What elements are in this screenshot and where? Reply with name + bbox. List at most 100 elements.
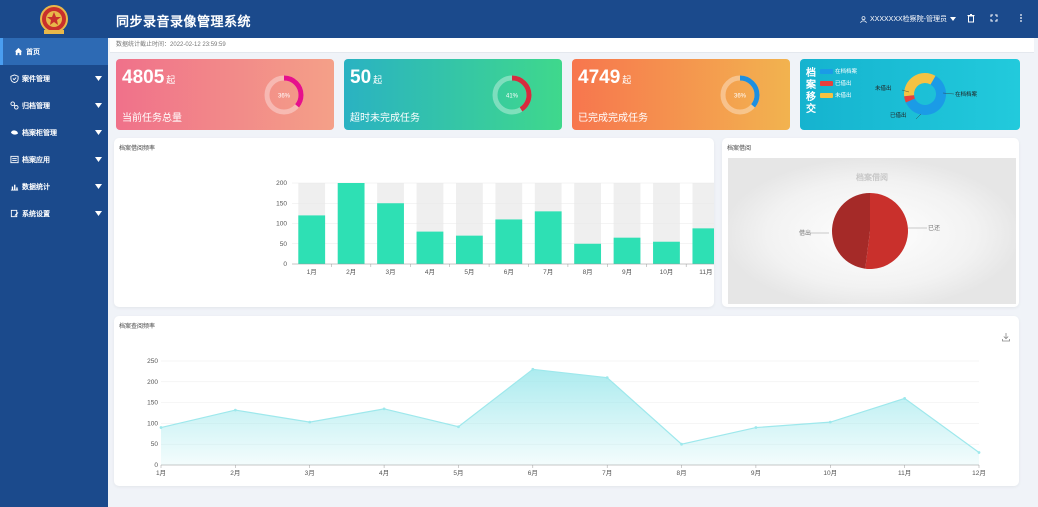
procuratorate-emblem-logo bbox=[40, 5, 68, 34]
transfer-donut-chart: 未借出 已借出 在档档案 bbox=[875, 73, 978, 120]
sidebar: 首页 案件管理 归档管理 档案柜管理 档案应用 数据统计 系统设置 bbox=[0, 38, 108, 507]
chevron-down-icon bbox=[95, 103, 102, 108]
fullscreen-icon[interactable] bbox=[988, 12, 1000, 24]
more-vertical-icon[interactable] bbox=[1015, 12, 1027, 24]
download-icon[interactable] bbox=[1001, 332, 1011, 342]
stat-label: 数据统计截止时间： bbox=[116, 42, 171, 48]
x-tick-label: 7月 bbox=[602, 469, 612, 477]
sidebar-item-cabinet-management[interactable]: 档案柜管理 bbox=[0, 119, 108, 146]
data-point bbox=[605, 376, 609, 380]
x-tick-label: 1月 bbox=[307, 268, 317, 276]
data-point bbox=[531, 367, 535, 371]
sidebar-item-archive-application[interactable]: 档案应用 bbox=[0, 146, 108, 173]
donut-arc bbox=[492, 75, 532, 115]
app-header: 同步录音录像管理系统 XXXXXXX检察院-管理员 bbox=[0, 0, 1038, 38]
card-value: 4805 bbox=[122, 67, 165, 88]
x-tick-label: 8月 bbox=[676, 469, 686, 477]
borrow-pie-chart: 档案借阅 借出 已还 bbox=[728, 158, 1016, 304]
pie-chart-panel: 档案借阅 档案借阅 借出 已还 bbox=[722, 138, 1019, 307]
panel-title: 档案借阅 bbox=[727, 146, 752, 152]
x-tick-label: 12月 bbox=[972, 469, 986, 477]
shield-icon bbox=[10, 74, 19, 83]
sidebar-item-label: 归档管理 bbox=[22, 102, 50, 110]
sidebar-item-settings[interactable]: 系统设置 bbox=[0, 200, 108, 227]
transfer-donut-slice bbox=[904, 95, 915, 103]
sidebar-item-statistics[interactable]: 数据统计 bbox=[0, 173, 108, 200]
y-tick-label: 150 bbox=[147, 400, 158, 407]
card-overdue-tasks: 50 起 超时未完成任务 41% bbox=[344, 59, 562, 130]
transfer-title-char: 移 bbox=[806, 92, 816, 103]
card-archive-transfer: 档 案 移 交 在档档案 已借出 未借出 未借出 已借出 在档档案 bbox=[800, 59, 1020, 130]
x-tick-label: 10月 bbox=[660, 268, 674, 276]
pie-label-right: 已还 bbox=[928, 225, 940, 232]
donut-arc bbox=[720, 75, 760, 115]
list-icon bbox=[10, 155, 19, 164]
borrow-pie-slice bbox=[831, 193, 870, 269]
legend-label: 已借出 bbox=[835, 81, 852, 87]
bar bbox=[455, 235, 483, 264]
x-tick-label: 9月 bbox=[622, 268, 632, 276]
data-point bbox=[903, 397, 907, 400]
y-tick-label: 250 bbox=[147, 358, 158, 365]
caret-down-icon bbox=[950, 17, 956, 21]
x-tick-label: 2月 bbox=[230, 469, 240, 477]
callout-label: 已借出 bbox=[890, 111, 907, 119]
settings-icon bbox=[10, 209, 19, 218]
card-donut: 36% bbox=[264, 75, 304, 115]
legend-item: 在档档案 bbox=[820, 66, 857, 78]
bar bbox=[692, 228, 714, 264]
stat-timestamp-bar: 数据统计截止时间：2022-02-12 23:59:59 bbox=[110, 38, 1034, 53]
transfer-legend: 在档档案 已借出 未借出 bbox=[820, 66, 857, 102]
y-tick-label: 150 bbox=[276, 200, 287, 207]
bar bbox=[416, 231, 444, 264]
y-tick-label: 100 bbox=[147, 420, 158, 427]
user-name: XXXXXXX检察院-管理员 bbox=[869, 16, 947, 23]
cabinet-icon bbox=[10, 130, 19, 135]
x-tick-label: 3月 bbox=[305, 469, 315, 477]
sidebar-item-label: 数据统计 bbox=[22, 183, 50, 191]
transfer-donut-slice bbox=[904, 73, 936, 97]
data-point bbox=[382, 407, 386, 411]
bar bbox=[495, 219, 523, 264]
y-tick-label: 100 bbox=[276, 221, 287, 228]
bar bbox=[653, 241, 680, 264]
line-chart-panel: 档案查阅频率 0 50 100 150 200 250 1月 2月 3月 4月 5月 6月 7月 8月 9月… bbox=[114, 316, 1019, 486]
chevron-down-icon bbox=[95, 76, 102, 81]
stat-time: 2022-02-12 23:59:59 bbox=[170, 42, 226, 48]
x-tick-label: 4月 bbox=[379, 469, 389, 477]
app-title: 同步录音录像管理系统 bbox=[116, 14, 252, 29]
borrow-pie-slice bbox=[865, 193, 908, 269]
transfer-title: 档 案 移 交 bbox=[806, 68, 818, 116]
borrow-frequency-bar-chart: 0501001502001月2月3月4月5月6月7月8月9月10月11月12月 bbox=[276, 180, 714, 276]
user-menu[interactable]: XXXXXXX检察院-管理员 bbox=[860, 14, 956, 24]
data-point bbox=[457, 425, 460, 429]
bar bbox=[574, 243, 602, 264]
donut-arc bbox=[264, 75, 304, 115]
chevron-down-icon bbox=[95, 130, 102, 135]
y-tick-label: 0 bbox=[154, 462, 158, 469]
sidebar-item-archive-management[interactable]: 归档管理 bbox=[0, 92, 108, 119]
sidebar-item-home[interactable]: 首页 bbox=[0, 38, 108, 65]
sidebar-item-label: 案件管理 bbox=[22, 75, 50, 83]
x-tick-label: 4月 bbox=[425, 268, 435, 276]
sidebar-item-label: 档案应用 bbox=[22, 156, 50, 164]
x-tick-label: 5月 bbox=[453, 469, 463, 477]
y-tick-label: 50 bbox=[151, 441, 159, 448]
y-tick-label: 0 bbox=[283, 261, 287, 268]
link-icon bbox=[10, 101, 19, 110]
trash-icon[interactable] bbox=[965, 12, 977, 24]
bar bbox=[377, 203, 404, 264]
x-tick-label: 3月 bbox=[385, 268, 395, 276]
x-tick-label: 1月 bbox=[156, 469, 166, 477]
transfer-donut-slice bbox=[905, 75, 946, 116]
x-tick-label: 7月 bbox=[543, 268, 553, 276]
data-point bbox=[977, 451, 981, 454]
y-tick-label: 200 bbox=[147, 379, 158, 386]
x-tick-label: 8月 bbox=[583, 268, 593, 276]
chevron-down-icon bbox=[95, 184, 102, 189]
transfer-title-char: 交 bbox=[806, 104, 816, 115]
sidebar-item-case-management[interactable]: 案件管理 bbox=[0, 65, 108, 92]
card-label: 超时未完成任务 bbox=[350, 113, 420, 124]
y-tick-label: 200 bbox=[276, 180, 287, 187]
donut-percent: 36% bbox=[734, 94, 747, 100]
